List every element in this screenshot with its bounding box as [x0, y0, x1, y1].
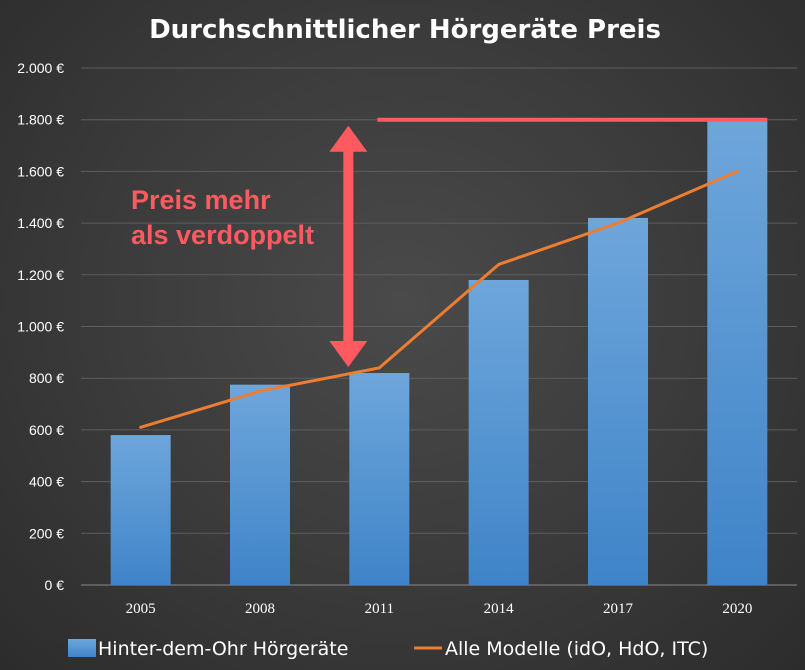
annotation-text-line1: Preis mehr — [131, 185, 271, 215]
y-tick-label: 400 € — [29, 474, 64, 490]
bar — [349, 373, 410, 585]
legend: Hinter-dem-Ohr Hörgeräte Alle Modelle (id… — [68, 638, 708, 660]
y-axis-ticks: 0 € 200 € 400 € 600 € 800 € 1.000 € 1.200 € 1.4… — [17, 60, 64, 593]
x-tick-label: 2011 — [365, 601, 394, 617]
bar — [110, 435, 171, 585]
x-tick-label: 2008 — [245, 601, 275, 617]
x-tick-label: 2005 — [126, 601, 156, 617]
x-tick-label: 2020 — [722, 601, 752, 617]
bar — [707, 120, 768, 586]
y-tick-label: 600 € — [29, 422, 64, 438]
y-tick-label: 1.000 € — [17, 319, 64, 335]
x-tick-label: 2017 — [603, 601, 634, 617]
bar-series — [110, 120, 768, 586]
x-tick-label: 2014 — [484, 601, 515, 617]
series-line — [139, 169, 739, 429]
legend-label: Alle Modelle (idO, HdO, ITC) — [445, 638, 708, 660]
bar — [230, 384, 290, 585]
legend-swatch-bar — [68, 639, 96, 657]
y-tick-label: 0 € — [45, 577, 65, 593]
double-arrow — [329, 125, 368, 368]
line-series — [139, 169, 739, 429]
y-tick-label: 1.400 € — [17, 215, 64, 231]
bar — [468, 279, 529, 585]
gridlines — [81, 67, 797, 586]
y-tick-label: 1.800 € — [17, 112, 64, 128]
x-axis-ticks: 2005 2008 2011 2014 2017 2020 — [126, 601, 753, 617]
legend-label: Hinter-dem-Ohr Hörgeräte — [98, 638, 348, 660]
y-tick-label: 1.600 € — [17, 163, 64, 179]
y-tick-label: 1.200 € — [17, 267, 64, 283]
bar — [588, 217, 648, 585]
y-tick-label: 200 € — [29, 525, 64, 541]
annotation: Preis mehr als verdoppelt — [131, 117, 768, 368]
y-tick-label: 2.000 € — [17, 60, 64, 76]
y-tick-label: 800 € — [29, 370, 64, 386]
annotation-text-line2: als verdoppelt — [131, 220, 314, 250]
chart-title: Durchschnittlicher Hörgeräte Preis — [149, 15, 661, 45]
